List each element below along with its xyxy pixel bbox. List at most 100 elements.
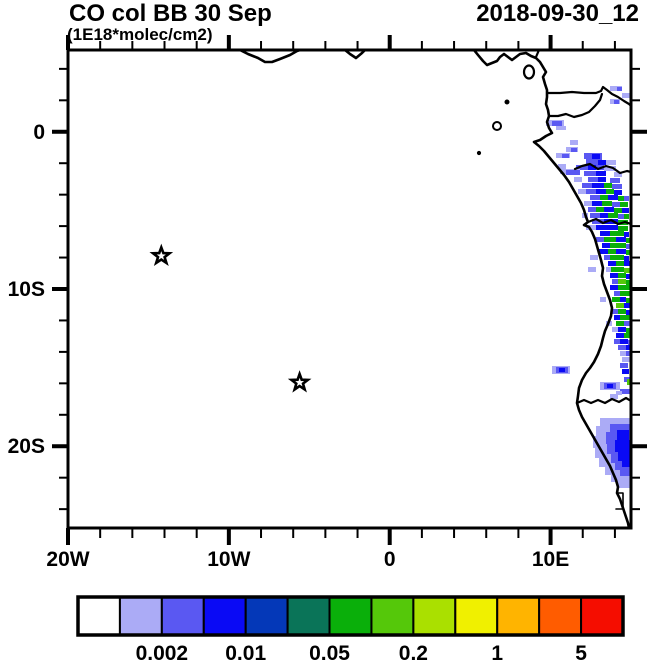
co-plume-field (546, 86, 630, 488)
plume-cell (620, 351, 626, 356)
plume-cell (552, 121, 562, 126)
plume-cell (586, 225, 596, 230)
plume-cell (612, 297, 620, 302)
plume-cell (616, 261, 624, 266)
plume-cell (611, 475, 630, 482)
plume-cell (618, 196, 624, 201)
plume-cell (610, 86, 622, 91)
plume-cell (602, 201, 612, 206)
island-principe (504, 99, 510, 105)
colorbar-cell (454, 596, 499, 636)
colorbar-frame (76, 595, 625, 637)
plume-cell (588, 177, 604, 182)
plume-cell (608, 261, 616, 266)
plume-cell (588, 207, 596, 212)
plume-cell (612, 309, 618, 314)
x-axis-tick-label: 20W (46, 548, 89, 571)
colorbar-cell (160, 596, 205, 636)
colorbar-cell (286, 596, 331, 636)
plume-cell (618, 345, 626, 350)
colorbar-cell (580, 596, 624, 636)
plume-cell (618, 226, 628, 231)
plume-cell (606, 267, 611, 272)
plume-cell (622, 369, 629, 374)
plume-cell (618, 309, 626, 314)
plume-cell (622, 461, 630, 467)
plume-cell (618, 285, 630, 290)
plume-cell (602, 243, 610, 248)
plume-cell (620, 291, 630, 296)
plume-cell (624, 256, 629, 261)
plume-cell (617, 482, 630, 488)
x-axis-tick-label: 10E (532, 548, 569, 571)
plume-cell (612, 202, 620, 207)
plume-cell (584, 201, 592, 206)
plume-cell (596, 225, 618, 230)
colorbar-label: 0.002 (136, 642, 189, 665)
colorbar: 0.002 0.01 0.05 0.2 1 5 (76, 595, 625, 665)
plume-cell (604, 255, 610, 260)
colorbar-label: 1 (491, 642, 503, 665)
plume-cell (590, 255, 598, 260)
plot-units-subtitle: (1E18*molec/cm2) (67, 25, 213, 44)
plume-cell (592, 219, 604, 224)
plume-cell (614, 100, 619, 104)
plume-cell (614, 291, 620, 296)
plume-cell (612, 279, 618, 284)
plume-cell (622, 357, 630, 362)
plume-cell (624, 261, 630, 266)
plume-cell (618, 214, 624, 219)
plume-cell (626, 351, 630, 356)
plume-cell (626, 345, 630, 350)
plume-cell (600, 418, 630, 426)
plume-cell (624, 214, 629, 219)
country-border-path (575, 396, 630, 405)
plume-cell (626, 328, 630, 333)
plume-cell (626, 298, 630, 303)
colorbar-label: 0.2 (399, 642, 428, 665)
island-annobon (476, 150, 482, 156)
colorbar-cell (370, 596, 415, 636)
plume-cell (626, 244, 630, 249)
plume-cell (582, 183, 592, 188)
coastline-path (239, 51, 301, 64)
plume-cell (571, 148, 577, 152)
plume-cell (622, 208, 629, 213)
plume-cell (624, 303, 630, 308)
plume-cell (606, 160, 616, 165)
colorbar-cell (118, 596, 163, 636)
plume-cell (612, 327, 618, 332)
plume-cell (620, 315, 630, 320)
plume-cell (611, 267, 624, 272)
plume-cell (620, 339, 628, 344)
x-axis-tick-label: 0 (384, 548, 396, 571)
plume-cell (559, 368, 565, 372)
plume-cell (627, 379, 630, 385)
plume-cell (618, 452, 630, 461)
plume-cell (616, 249, 626, 254)
plume-cell (598, 160, 606, 165)
country-border-path (547, 92, 604, 119)
plume-cell (608, 195, 618, 200)
plume-cell (626, 250, 630, 255)
plume-cell (614, 190, 622, 195)
plume-cell (612, 184, 622, 189)
coastline-path (344, 51, 366, 60)
plume-cell (614, 208, 622, 213)
star-marker (287, 370, 312, 393)
country-border-path (586, 217, 630, 226)
plume-cell (578, 189, 586, 194)
plume-cell (596, 189, 606, 194)
plume-cell (616, 321, 624, 326)
plume-cell (596, 237, 604, 242)
plume-cell (604, 237, 616, 242)
plume-cell (574, 177, 582, 182)
plume-cell (596, 207, 604, 212)
plume-cell (596, 171, 606, 176)
plume-cell (618, 279, 626, 284)
star-marker (149, 243, 174, 267)
plume-cell (608, 249, 616, 254)
plot-title: CO col BB 30 Sep (69, 0, 272, 27)
plume-cell (624, 333, 630, 338)
plume-cell (562, 154, 569, 158)
